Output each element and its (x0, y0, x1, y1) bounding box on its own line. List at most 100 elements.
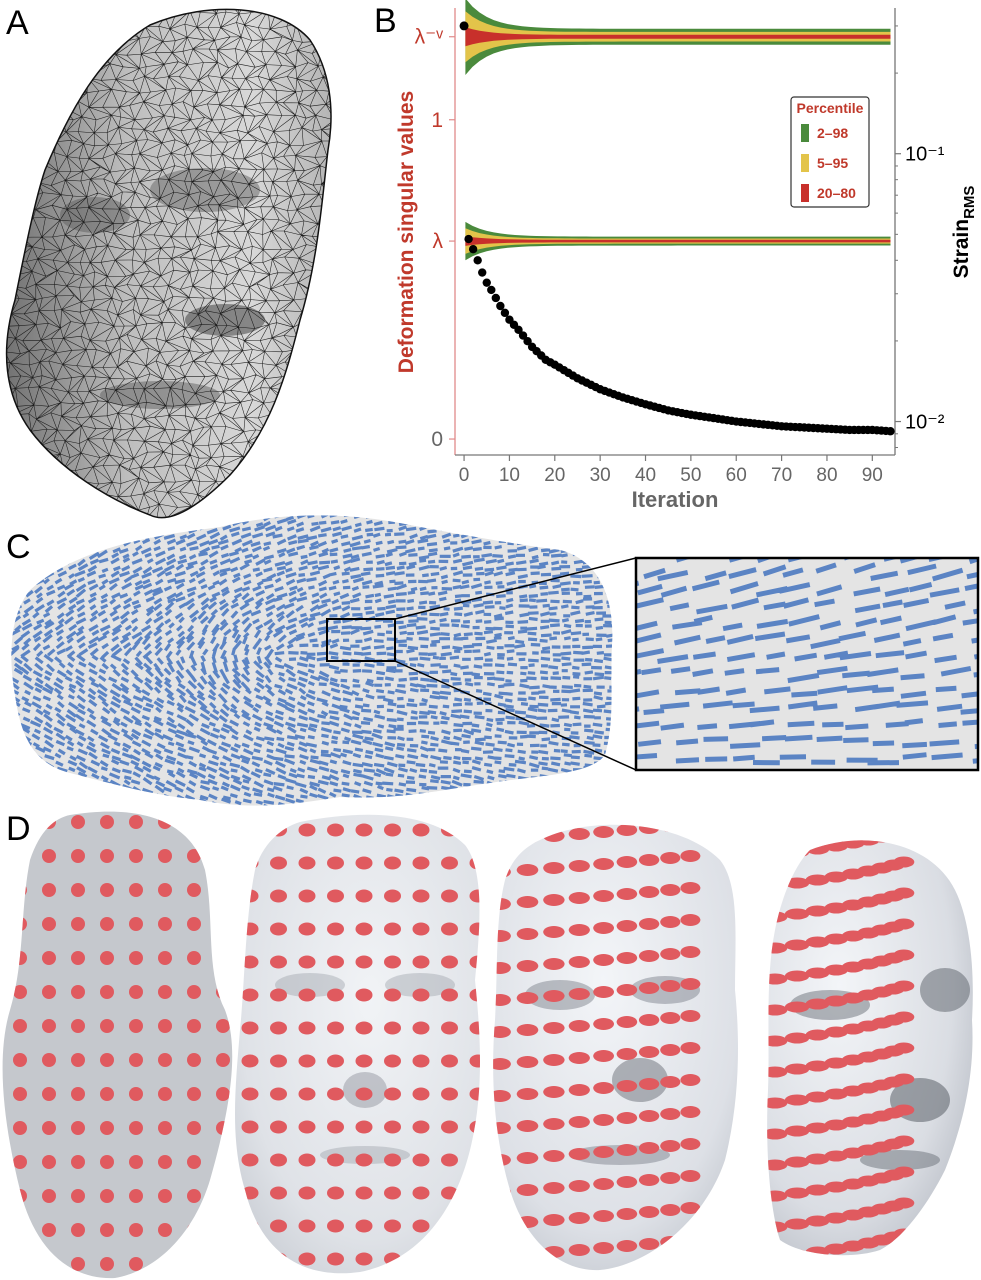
dot (129, 1189, 143, 1203)
dot (767, 880, 788, 892)
dot (638, 950, 660, 962)
x-tick-label: 40 (635, 465, 656, 486)
dot (616, 1048, 638, 1060)
dot (270, 1186, 287, 1200)
y-axis-label: Deformation singular values (395, 91, 418, 373)
dot (129, 1155, 143, 1169)
dot (784, 970, 810, 982)
dot (680, 1170, 701, 1182)
dot (158, 1189, 172, 1203)
dot (568, 1244, 590, 1256)
dot (493, 1154, 511, 1166)
dot (893, 949, 915, 961)
dot (71, 1223, 85, 1237)
dot (516, 1184, 539, 1196)
legend-swatch-2-98 (801, 124, 809, 142)
dot (660, 1108, 681, 1120)
dot (355, 955, 373, 969)
dot (327, 856, 344, 870)
dot (100, 1223, 114, 1237)
dot (893, 856, 915, 868)
dot (616, 1176, 638, 1188)
dot (543, 1022, 565, 1034)
dot (805, 936, 830, 948)
y-tick-label: λ (433, 230, 444, 253)
strain-point (523, 336, 532, 346)
dot (784, 1156, 810, 1168)
dot (616, 1080, 638, 1092)
panel-letter-a: A (6, 4, 29, 42)
dot (680, 1138, 701, 1150)
legend-entry-2-98: 2–98 (817, 125, 848, 141)
dot (543, 990, 565, 1002)
dot (13, 1053, 27, 1067)
dot (412, 1054, 430, 1068)
face-1 (2, 811, 233, 1279)
dot (568, 1084, 590, 1096)
dot (187, 951, 201, 965)
dot (493, 930, 511, 942)
dot (42, 1257, 56, 1271)
dot (100, 1087, 114, 1101)
dot (13, 985, 27, 999)
dot (100, 1053, 114, 1067)
panel-letter-c: C (6, 528, 31, 566)
dot (129, 1019, 143, 1033)
dot (384, 1153, 401, 1167)
dot (13, 951, 27, 965)
dot (13, 1257, 27, 1271)
dot (784, 1187, 810, 1199)
dot (441, 1186, 458, 1200)
dot (270, 1153, 287, 1167)
dot (543, 1246, 565, 1258)
dot (13, 849, 27, 863)
dot (384, 889, 401, 903)
dot (568, 1148, 590, 1160)
dot (680, 1234, 701, 1246)
dot (412, 1120, 430, 1134)
y-tick-label: 1 (431, 109, 443, 132)
dot (42, 951, 56, 965)
strain-point (886, 427, 895, 436)
dot (638, 918, 660, 930)
dot (158, 1257, 172, 1271)
band-upper-p20_80 (465, 27, 891, 47)
dot (412, 823, 430, 837)
dot (412, 922, 430, 936)
dot (71, 1087, 85, 1101)
dot (100, 1121, 114, 1135)
dot (767, 1004, 788, 1016)
dot (767, 1190, 788, 1202)
svg-text:StrainRMS: StrainRMS (950, 186, 978, 279)
dot (129, 1053, 143, 1067)
dot (516, 928, 539, 940)
dot (241, 889, 259, 903)
dot (412, 856, 430, 870)
strain-point (478, 268, 487, 277)
dot (593, 1178, 614, 1190)
dot (680, 914, 701, 926)
dot (158, 815, 172, 829)
dot (412, 1219, 430, 1233)
dot (616, 824, 638, 836)
dot (270, 856, 287, 870)
dot (616, 1208, 638, 1220)
dot (469, 823, 480, 837)
dot (660, 1236, 681, 1248)
dot (469, 1087, 480, 1101)
dot (638, 982, 660, 994)
dot (384, 922, 401, 936)
dot (327, 988, 344, 1002)
strain-point (459, 21, 469, 31)
dot (42, 1121, 56, 1135)
dot (100, 815, 114, 829)
dot (568, 1116, 590, 1128)
dot (568, 956, 590, 968)
dot (100, 917, 114, 931)
dot (893, 1042, 915, 1054)
dot (516, 832, 539, 844)
dot (441, 1120, 458, 1134)
dot (298, 1153, 316, 1167)
dot (680, 978, 701, 990)
x-tick-label: 0 (459, 465, 470, 486)
